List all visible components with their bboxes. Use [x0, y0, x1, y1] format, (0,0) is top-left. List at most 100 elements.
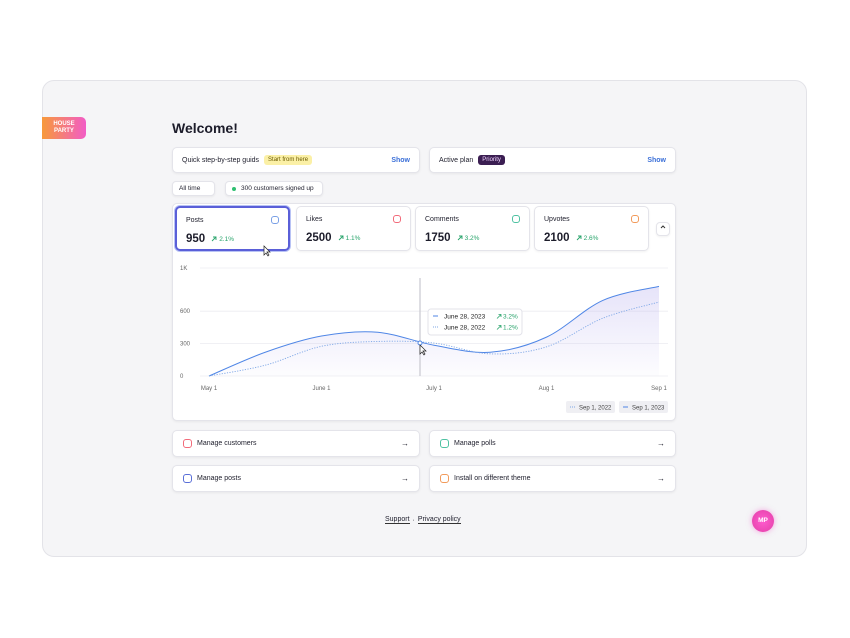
action-left: Manage polls — [440, 439, 496, 448]
support-link[interactable]: Support — [385, 516, 410, 524]
stat-card[interactable]: Likes 2500 1.1% — [296, 206, 411, 251]
show-button[interactable]: Show — [391, 156, 410, 164]
legend-item — [566, 401, 615, 413]
trend-icon — [338, 235, 344, 241]
trend-icon — [457, 235, 463, 241]
signups-pill: 300 customers signed up — [225, 181, 323, 196]
trend-icon — [576, 235, 582, 241]
tooltip-date: June 28, 2023 — [444, 314, 486, 321]
trend-icon — [211, 236, 217, 242]
stat-value: 1750 — [425, 232, 451, 244]
legend-label: Sep 1, 2023 — [632, 405, 665, 411]
period-select[interactable]: All time — [172, 181, 215, 196]
tooltip-change: 3.2% — [503, 314, 518, 321]
stat-change-text: 1.1% — [345, 234, 361, 242]
action-button[interactable]: Manage posts → — [172, 465, 420, 492]
stat-change-text: 2.1% — [219, 235, 235, 243]
action-label: Install on different theme — [454, 475, 531, 482]
stat-value: 2500 — [306, 232, 332, 244]
x-tick-label: May 1 — [201, 386, 218, 392]
action-icon — [440, 439, 449, 448]
action-left: Manage customers — [183, 439, 257, 448]
guide-label: Quick step-by-step guids — [182, 156, 260, 164]
stat-header: Likes — [306, 215, 401, 223]
stat-change: 2.6% — [576, 234, 599, 242]
footer: Support · Privacy policy — [385, 516, 461, 524]
cursor — [263, 245, 271, 257]
action-left: Install on different theme — [440, 474, 531, 483]
stat-card[interactable]: Posts 950 2.1% — [175, 206, 290, 251]
stat-header: Posts — [186, 216, 279, 224]
action-arrow: → — [657, 474, 665, 483]
plan-panel: Active plan Priority Show — [429, 147, 676, 173]
stat-label: Upvotes — [544, 215, 570, 223]
avatar[interactable]: MP — [752, 510, 774, 532]
tooltip-date: June 28, 2022 — [444, 325, 486, 332]
stat-change: 3.2% — [457, 234, 480, 242]
tooltip-trend — [496, 314, 502, 319]
action-left: Manage posts — [183, 474, 241, 483]
stat-label: Likes — [306, 215, 323, 223]
stat-header: Comments — [425, 215, 520, 223]
stat-value: 2100 — [544, 232, 570, 244]
stat-icon — [271, 216, 279, 224]
action-button[interactable]: Install on different theme → — [429, 465, 676, 492]
action-button[interactable]: Manage customers → — [172, 430, 420, 457]
area — [209, 286, 659, 376]
stat-card[interactable]: Upvotes 2100 2.6% — [534, 206, 649, 251]
guide-panel: Quick step-by-step guids Start from here … — [172, 147, 420, 173]
legend-item — [619, 401, 668, 413]
x-tick-label: Aug 1 — [539, 386, 555, 392]
action-label: Manage posts — [197, 475, 241, 482]
action-icon — [183, 439, 192, 448]
y-tick-label: 1K — [180, 266, 187, 272]
action-label: Manage polls — [454, 440, 496, 447]
stat-card[interactable]: Comments 1750 3.2% — [415, 206, 530, 251]
legend-label: Sep 1, 2022 — [579, 405, 612, 411]
stat-label: Comments — [425, 215, 459, 223]
stat-value-row: 1750 3.2% — [425, 232, 520, 244]
x-tick-label: July 1 — [426, 386, 442, 392]
stat-value-row: 950 2.1% — [186, 233, 279, 245]
tooltip-trend — [496, 325, 502, 330]
action-arrow: → — [657, 439, 665, 448]
page-title: Welcome! — [172, 120, 238, 136]
line — [208, 285, 660, 377]
y-tick-label: 600 — [180, 309, 191, 315]
collapse-button[interactable] — [656, 222, 670, 236]
collapse-icon — [660, 225, 666, 229]
stat-value-row: 2500 1.1% — [306, 232, 401, 244]
action-arrow: → — [401, 474, 409, 483]
stat-change: 2.1% — [211, 236, 234, 243]
action-label: Manage customers — [197, 440, 257, 447]
stat-icon — [631, 215, 639, 223]
stat-change-text: 3.2% — [464, 234, 480, 242]
action-icon — [183, 474, 192, 483]
privacy-link[interactable]: Privacy policy — [417, 516, 461, 524]
cursor — [419, 344, 427, 356]
stat-value-row: 2100 2.6% — [544, 232, 639, 244]
guide-badge: Start from here — [264, 155, 313, 165]
show-button[interactable]: Show — [647, 156, 666, 164]
action-button[interactable]: Manage polls → — [429, 430, 676, 457]
signups-text: 300 customers signed up — [241, 185, 314, 192]
stat-icon — [393, 215, 401, 223]
stat-header: Upvotes — [544, 215, 639, 223]
tooltip-change: 1.2% — [503, 325, 518, 332]
stat-icon — [512, 215, 520, 223]
action-icon — [440, 474, 449, 483]
stat-change-text: 2.6% — [583, 234, 599, 242]
stat-change: 1.1% — [338, 234, 361, 242]
plan-label: Active plan — [439, 156, 474, 164]
separator: · — [412, 516, 415, 524]
x-tick-label: Sep 1 — [651, 386, 667, 392]
stat-value: 950 — [186, 233, 206, 245]
stat-label: Posts — [186, 216, 204, 224]
hover-dot — [417, 340, 423, 346]
logo[interactable]: HOUSE PARTY — [42, 117, 86, 139]
x-tick-label: June 1 — [312, 386, 331, 392]
status-dot — [232, 186, 236, 191]
plan-badge: Priority — [478, 155, 505, 165]
